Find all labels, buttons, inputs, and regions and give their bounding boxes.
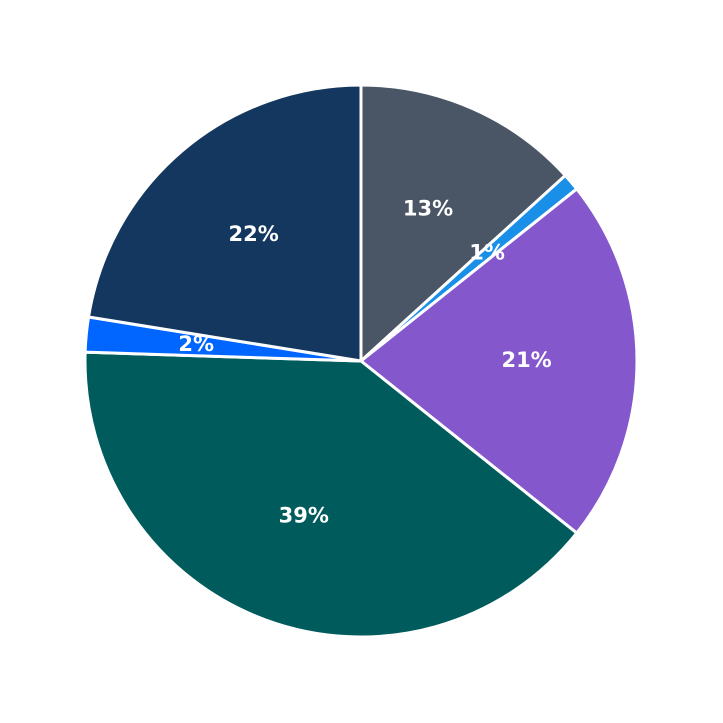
- pie-slice: [86, 83, 363, 363]
- slice-label: 13%: [403, 197, 453, 221]
- slice-label: 1%: [469, 241, 505, 265]
- pie-slice: [359, 83, 568, 365]
- slice-label: 39%: [279, 503, 329, 527]
- pie-slice: [83, 350, 579, 639]
- slice-label: 21%: [501, 348, 551, 372]
- pie-slice: [358, 186, 639, 536]
- slice-label: 22%: [229, 222, 279, 246]
- slice-label: 2%: [178, 332, 214, 356]
